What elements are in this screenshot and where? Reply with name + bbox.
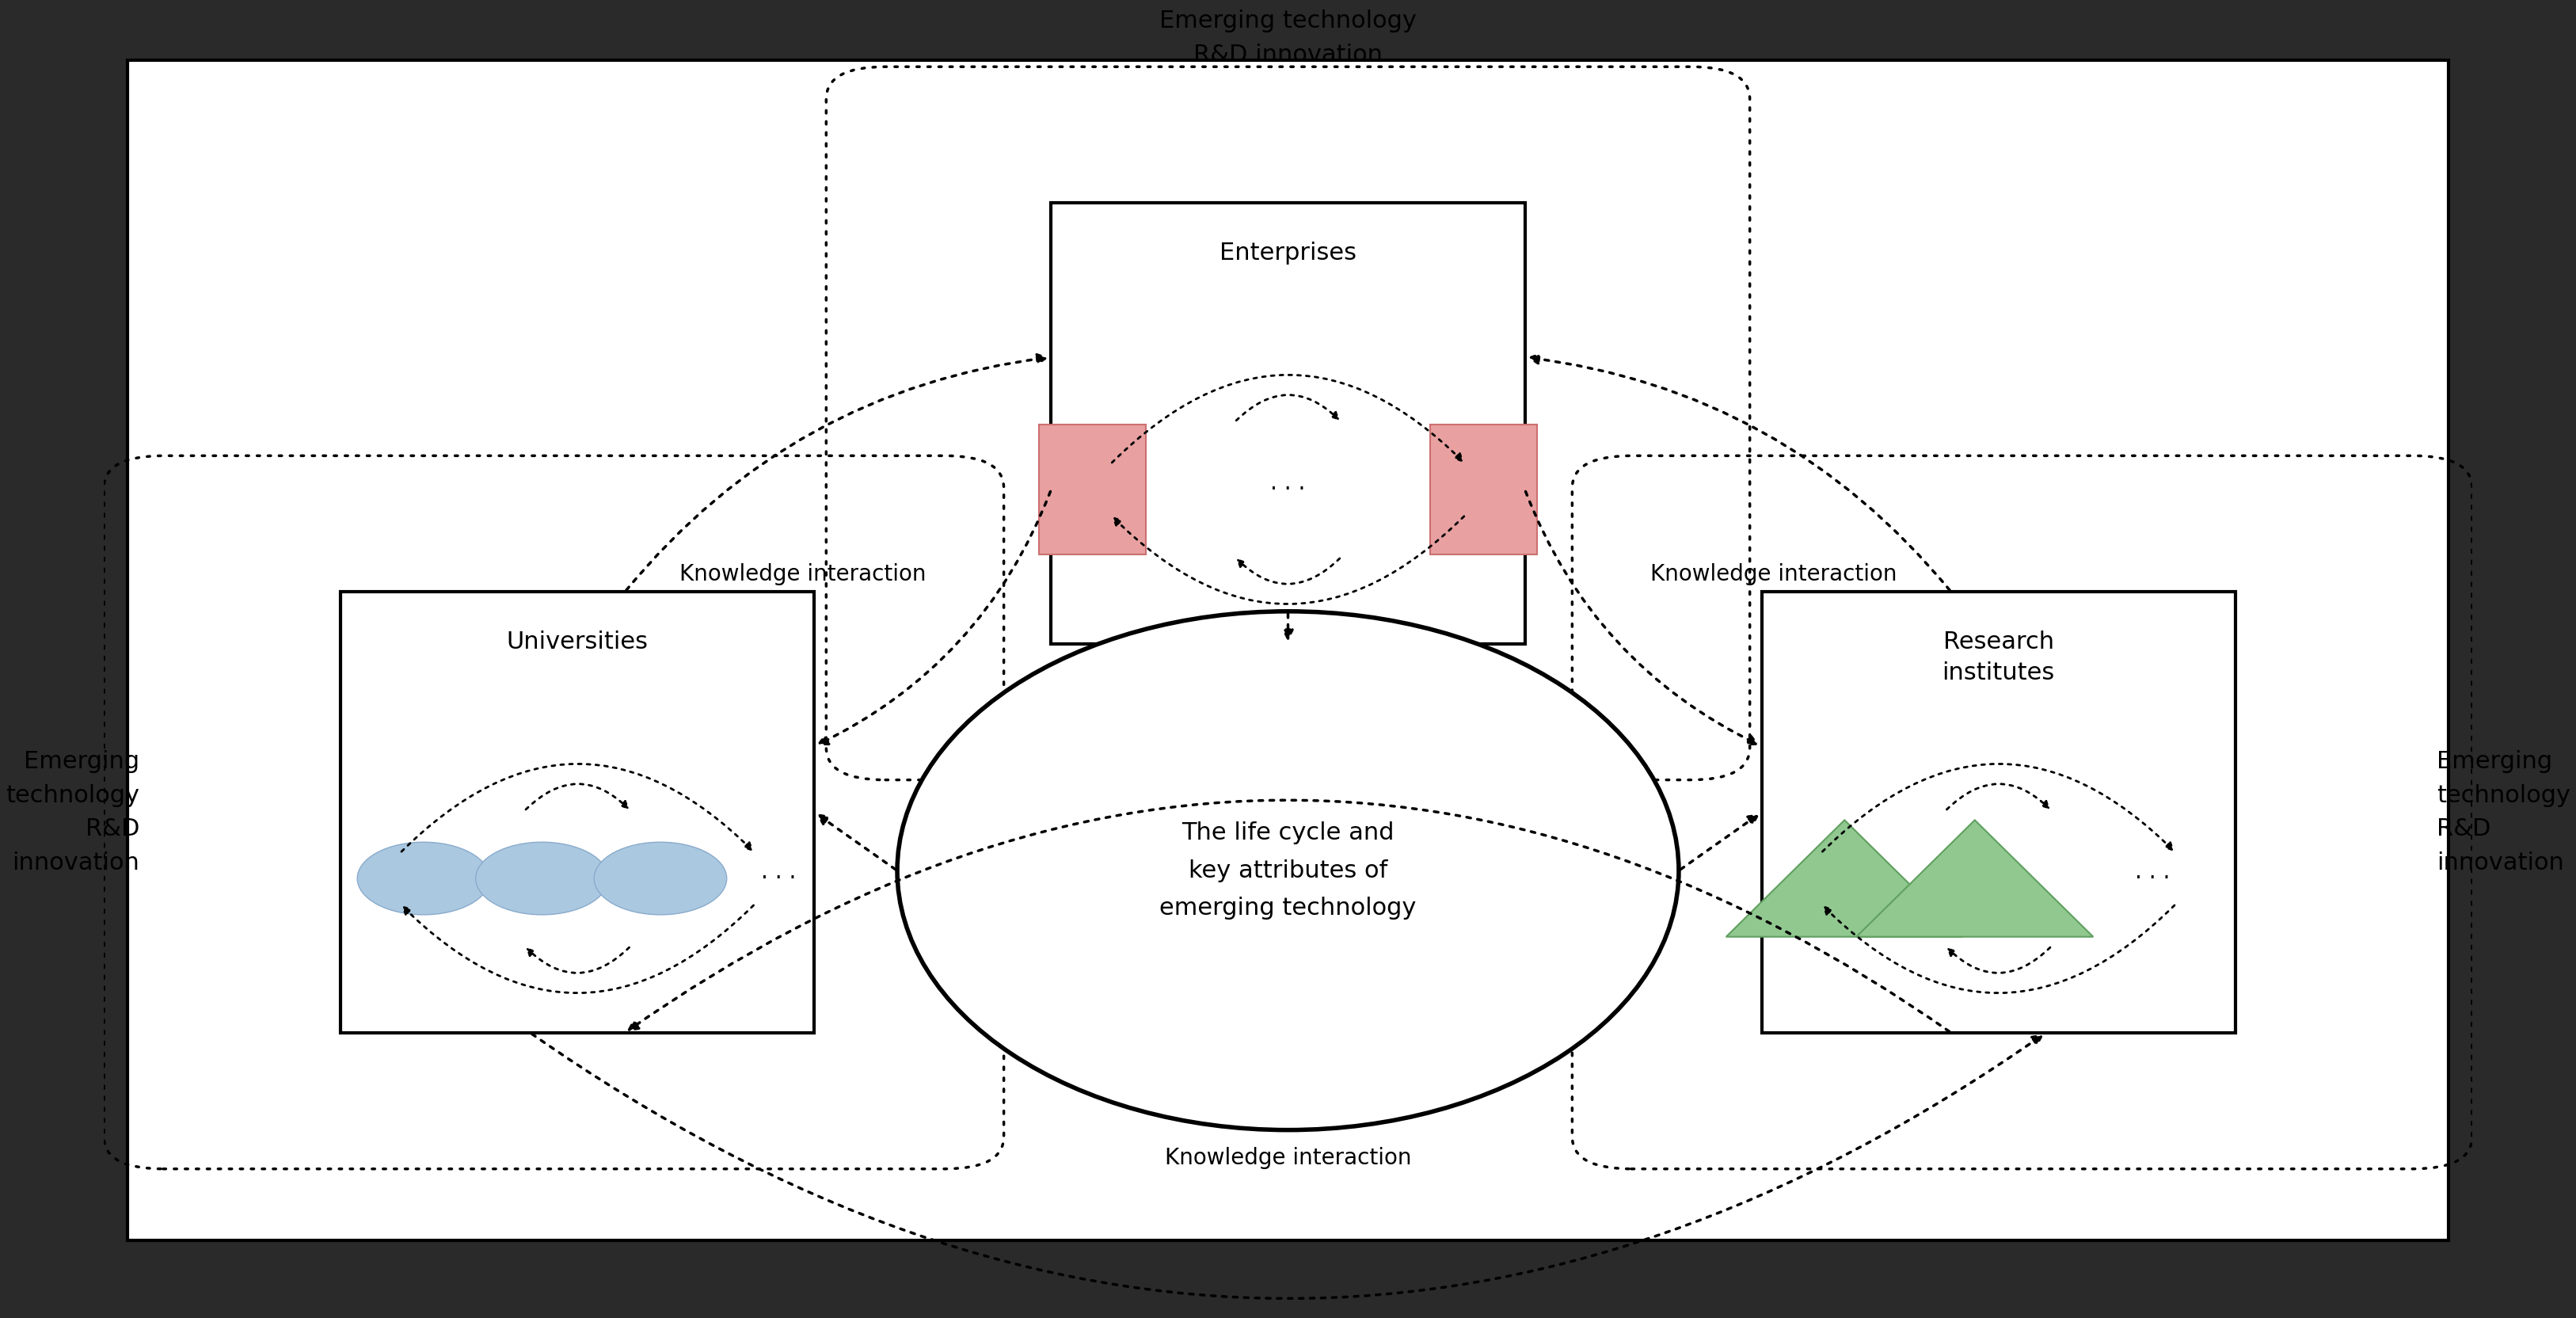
Ellipse shape: [896, 612, 1680, 1130]
Text: · · ·: · · ·: [2136, 867, 2169, 890]
FancyArrowPatch shape: [1239, 559, 1340, 584]
FancyArrowPatch shape: [404, 905, 755, 992]
FancyBboxPatch shape: [340, 592, 814, 1033]
FancyArrowPatch shape: [1113, 517, 1463, 604]
Polygon shape: [1857, 820, 2094, 937]
Text: Knowledge interaction: Knowledge interaction: [1164, 1147, 1412, 1169]
Text: The life cycle and
key attributes of
emerging technology: The life cycle and key attributes of eme…: [1159, 821, 1417, 920]
Text: · · ·: · · ·: [1270, 478, 1306, 501]
FancyArrowPatch shape: [1113, 374, 1463, 463]
FancyArrowPatch shape: [626, 355, 1046, 590]
Text: Emerging
technology
R&D
innovation: Emerging technology R&D innovation: [2437, 750, 2571, 875]
FancyArrowPatch shape: [819, 816, 896, 870]
Circle shape: [477, 842, 608, 915]
Text: Knowledge interaction: Knowledge interaction: [1651, 563, 1896, 585]
FancyArrowPatch shape: [819, 492, 1051, 745]
Text: Knowledge interaction: Knowledge interaction: [680, 563, 925, 585]
FancyBboxPatch shape: [1430, 424, 1538, 555]
FancyArrowPatch shape: [1947, 948, 2050, 973]
Text: Research
institutes: Research institutes: [1942, 631, 2056, 684]
Circle shape: [358, 842, 489, 915]
FancyArrowPatch shape: [526, 784, 629, 809]
FancyBboxPatch shape: [129, 61, 2447, 1240]
FancyArrowPatch shape: [1525, 492, 1757, 745]
FancyArrowPatch shape: [1947, 784, 2048, 809]
FancyArrowPatch shape: [1680, 816, 1757, 870]
FancyBboxPatch shape: [1051, 203, 1525, 643]
FancyArrowPatch shape: [528, 948, 629, 973]
FancyBboxPatch shape: [1038, 424, 1146, 555]
Text: Emerging technology
R&D innovation: Emerging technology R&D innovation: [1159, 9, 1417, 67]
FancyArrowPatch shape: [1236, 395, 1337, 420]
FancyArrowPatch shape: [1530, 355, 1950, 590]
FancyArrowPatch shape: [629, 800, 1950, 1032]
FancyArrowPatch shape: [1824, 905, 2174, 992]
Text: Enterprises: Enterprises: [1218, 241, 1358, 265]
FancyArrowPatch shape: [533, 1035, 2043, 1298]
Text: · · ·: · · ·: [762, 867, 796, 890]
Polygon shape: [1726, 820, 1963, 937]
Text: Universities: Universities: [507, 631, 649, 654]
FancyArrowPatch shape: [1821, 764, 2172, 851]
FancyArrowPatch shape: [1283, 614, 1293, 638]
Circle shape: [595, 842, 726, 915]
Text: Emerging
technology
R&D
innovation: Emerging technology R&D innovation: [5, 750, 139, 875]
FancyArrowPatch shape: [402, 764, 752, 851]
FancyBboxPatch shape: [1762, 592, 2236, 1033]
